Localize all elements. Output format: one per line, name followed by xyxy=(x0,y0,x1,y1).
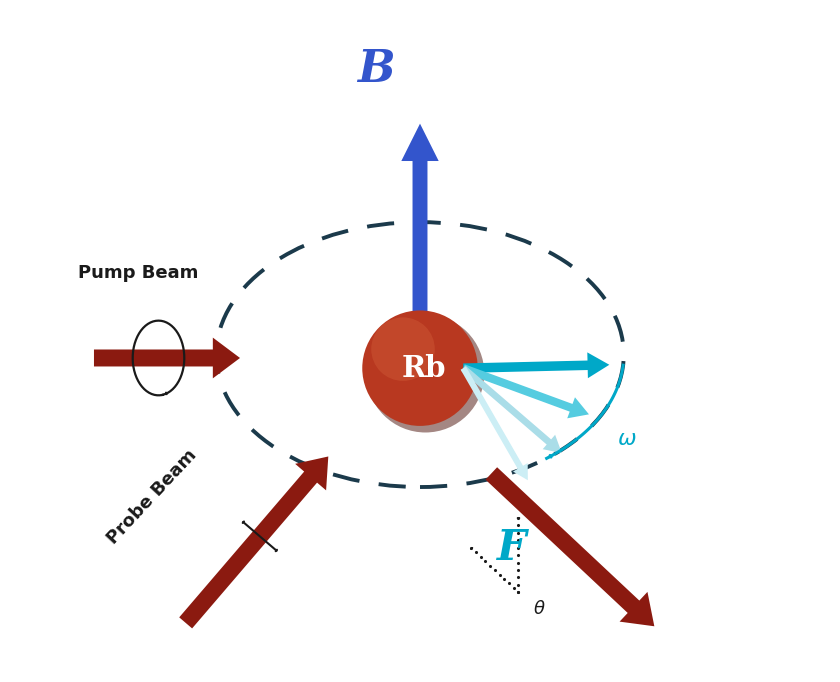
Point xyxy=(512,527,525,538)
FancyArrow shape xyxy=(461,366,562,453)
FancyArrow shape xyxy=(463,353,609,379)
FancyArrow shape xyxy=(462,364,589,418)
Point xyxy=(488,565,501,576)
Point xyxy=(507,582,521,593)
Point xyxy=(474,552,487,563)
FancyArrow shape xyxy=(460,367,528,480)
FancyArrow shape xyxy=(94,338,240,379)
Point xyxy=(465,543,478,554)
Point xyxy=(512,557,525,568)
Text: Rb: Rb xyxy=(402,354,446,383)
Point xyxy=(512,550,525,561)
FancyArrow shape xyxy=(486,467,654,626)
Point xyxy=(479,556,492,567)
Circle shape xyxy=(362,310,478,426)
FancyArrow shape xyxy=(402,123,438,368)
Circle shape xyxy=(366,314,485,432)
Point xyxy=(512,535,525,546)
FancyArrow shape xyxy=(179,456,328,628)
Point xyxy=(512,572,525,583)
Text: B: B xyxy=(357,48,395,91)
Point xyxy=(497,574,511,584)
Text: Pump Beam: Pump Beam xyxy=(78,264,198,282)
Point xyxy=(493,569,507,580)
Text: $\omega$: $\omega$ xyxy=(617,428,637,451)
Circle shape xyxy=(371,317,435,381)
Text: F: F xyxy=(497,527,527,569)
Point xyxy=(512,542,525,553)
Point xyxy=(502,578,516,589)
Point xyxy=(512,512,525,523)
Text: Probe Beam: Probe Beam xyxy=(103,447,200,548)
Point xyxy=(484,561,497,572)
Point xyxy=(512,565,525,576)
Point xyxy=(512,587,525,597)
Point xyxy=(470,547,483,558)
Text: $\theta$: $\theta$ xyxy=(533,600,545,619)
Point xyxy=(512,587,525,597)
Point xyxy=(512,520,525,531)
Point xyxy=(512,580,525,591)
